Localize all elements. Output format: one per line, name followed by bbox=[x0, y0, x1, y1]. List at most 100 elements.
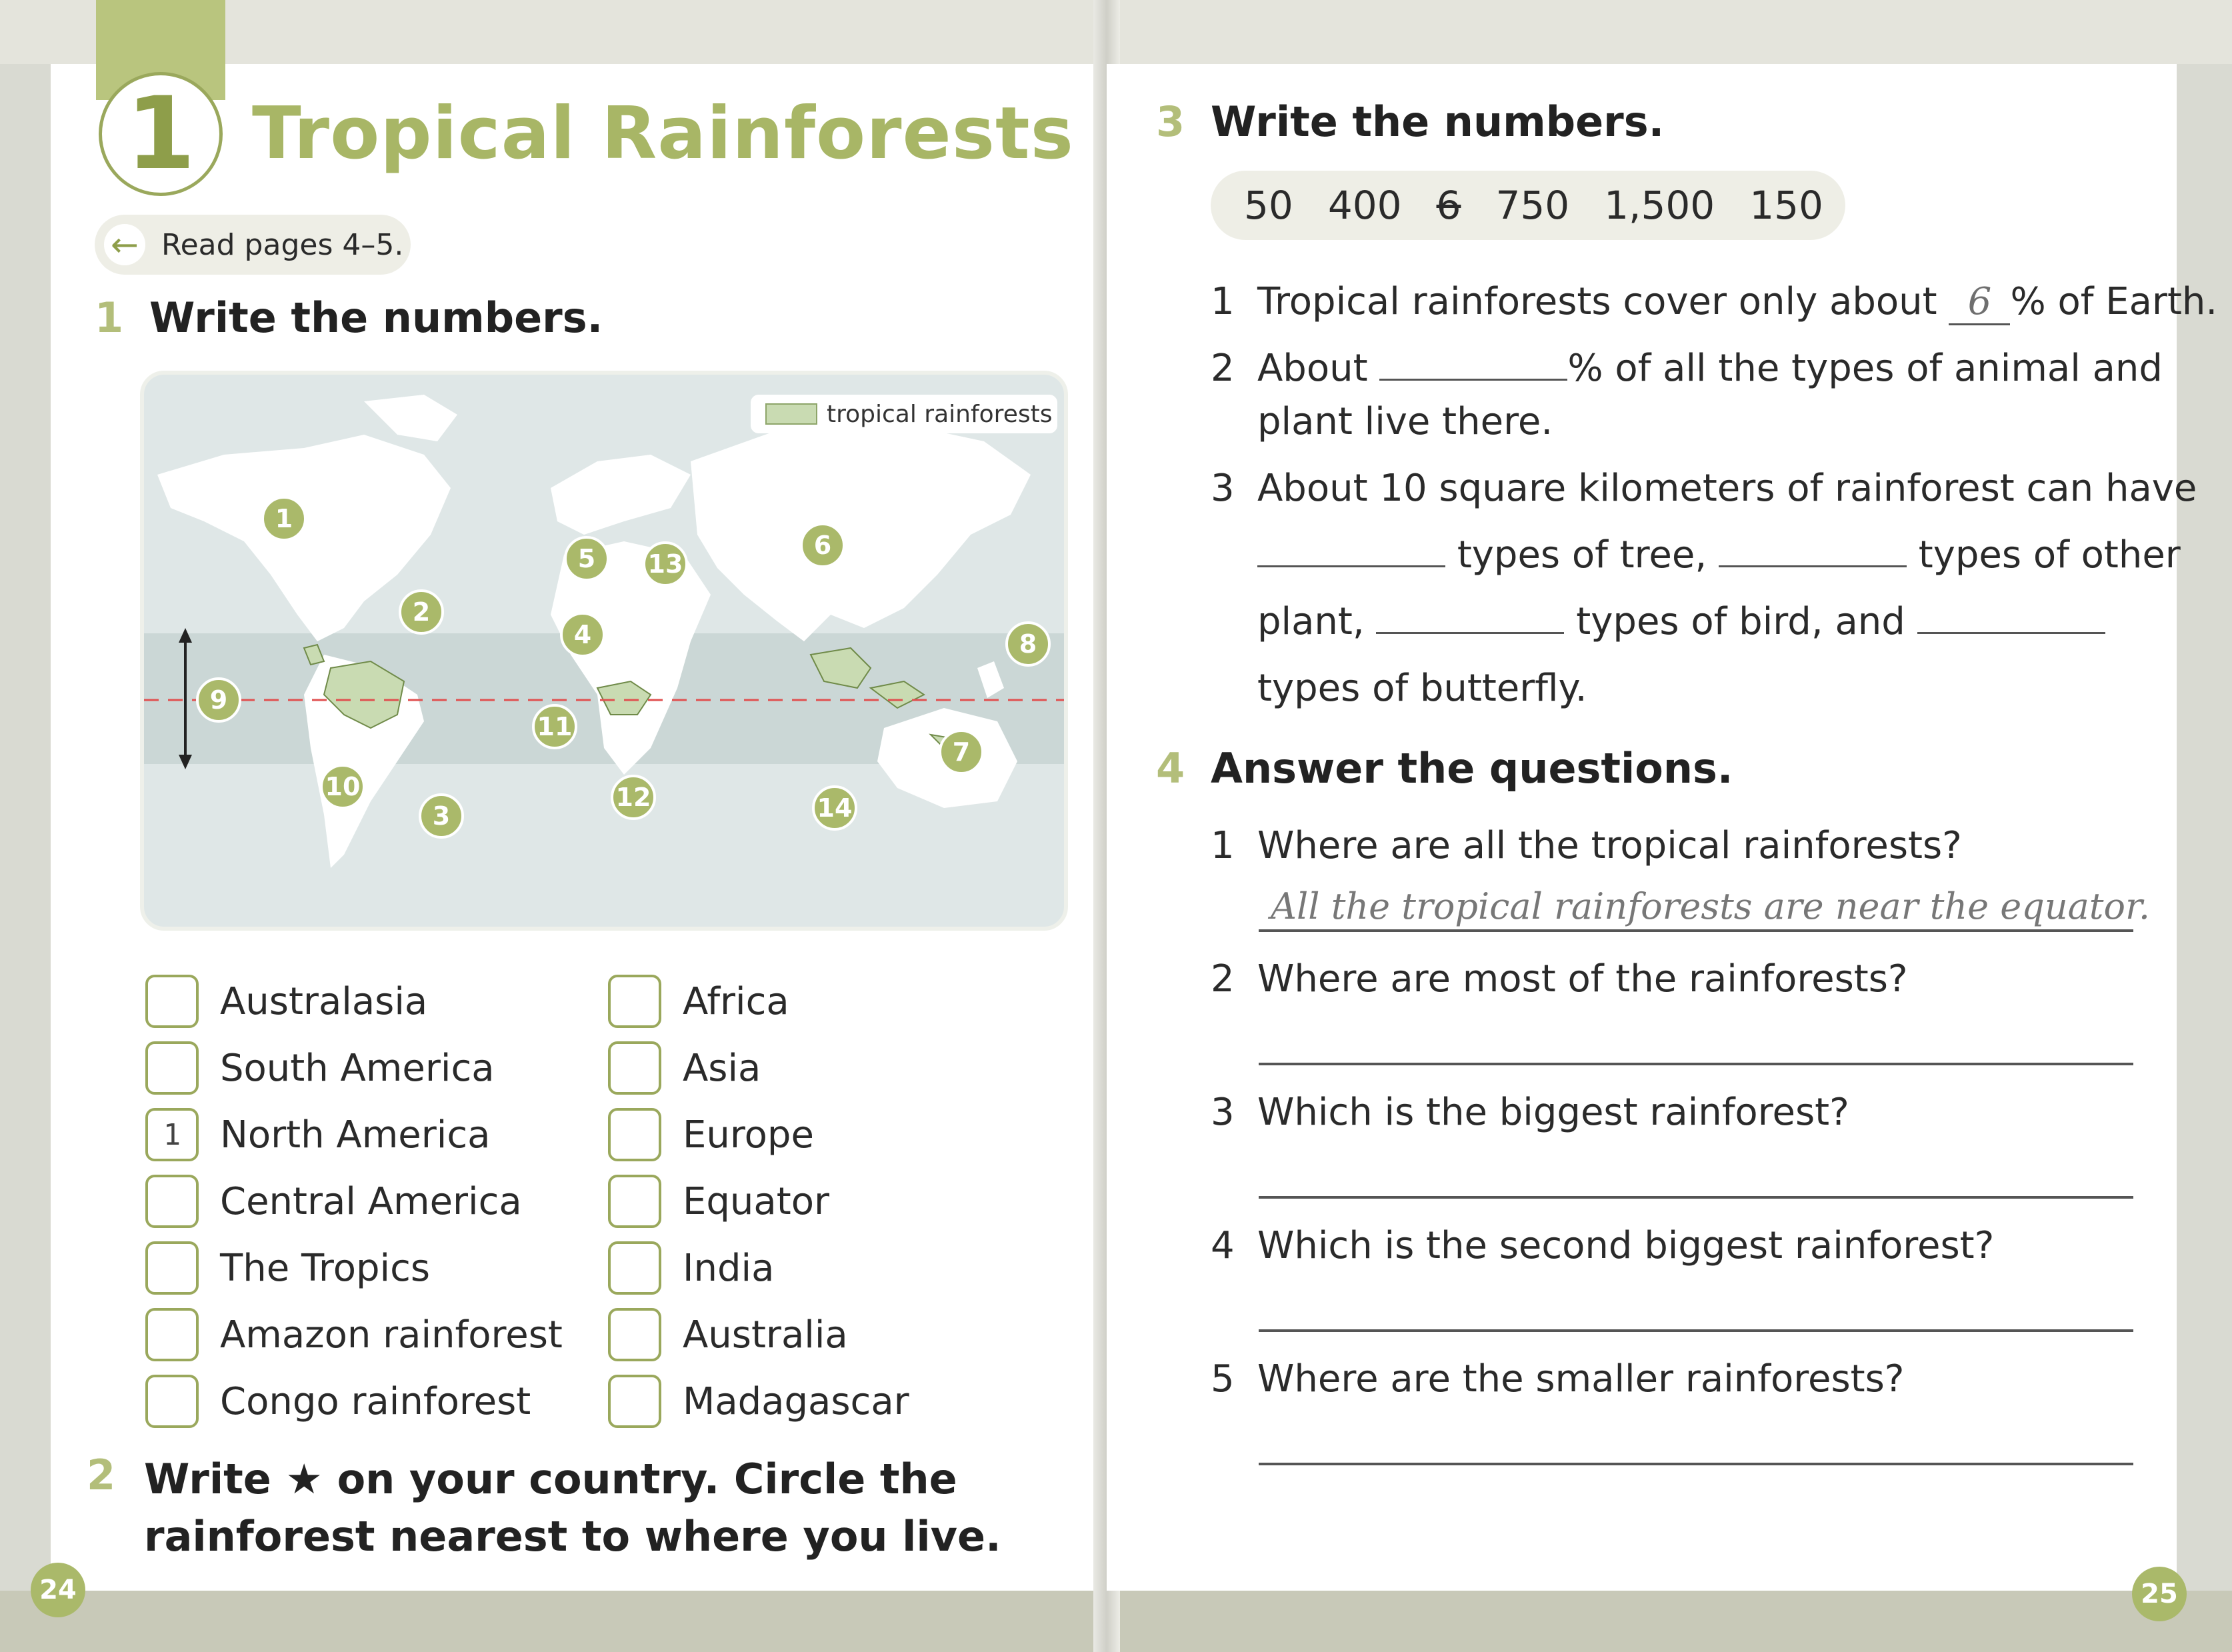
svg-text:4: 4 bbox=[574, 620, 591, 649]
map-marker-2: 2 bbox=[399, 589, 444, 635]
page-number-left: 24 bbox=[31, 1563, 85, 1617]
checklist-left-item-row: Congo rainforest bbox=[145, 1368, 563, 1435]
checklist-right-item-label: Australia bbox=[683, 1313, 848, 1357]
checklist-right-item-checkbox[interactable] bbox=[608, 1041, 661, 1095]
checklist-left-item-label: South America bbox=[220, 1046, 495, 1090]
s4-answer-text: All the tropical rainforests are near th… bbox=[1271, 885, 2151, 927]
s4-question-text: Where are all the tropical rainforests? bbox=[1257, 824, 1962, 867]
checklist-right-item-row: Equator bbox=[608, 1168, 909, 1235]
svg-text:10: 10 bbox=[325, 772, 361, 801]
s3-item-1-blank[interactable]: 6 bbox=[1949, 280, 2011, 325]
checklist-right-item-label: Africa bbox=[683, 979, 789, 1023]
svg-text:11: 11 bbox=[537, 712, 573, 741]
s4-question-text: Which is the biggest rainforest? bbox=[1257, 1091, 1849, 1134]
checklist-left-item-row: South America bbox=[145, 1035, 563, 1101]
s3-item-1-number: 1 bbox=[1211, 280, 1235, 323]
checklist-left-item-label: Australasia bbox=[220, 979, 428, 1023]
checklist-right-item-label: Equator bbox=[683, 1179, 829, 1223]
s3-item-2-blank[interactable] bbox=[1379, 375, 1568, 381]
checklist-left-item-checkbox[interactable] bbox=[145, 1308, 199, 1361]
checklist-left-item-checkbox[interactable] bbox=[145, 975, 199, 1028]
svg-text:2: 2 bbox=[413, 597, 430, 627]
s4-question-text: Where are most of the rainforests? bbox=[1257, 957, 1908, 1001]
checklist-left-item-row: Australasia bbox=[145, 968, 563, 1035]
checklist-left-item-label: The Tropics bbox=[220, 1246, 431, 1290]
section-3-title: Write the numbers. bbox=[1211, 97, 1665, 146]
s3-item-3-blank-tree[interactable] bbox=[1257, 562, 1445, 567]
checklist-right-item-checkbox[interactable] bbox=[608, 975, 661, 1028]
map-marker-11: 11 bbox=[532, 704, 577, 749]
page-number-right: 25 bbox=[2132, 1567, 2187, 1621]
map-marker-6: 6 bbox=[800, 523, 845, 568]
s3-item-2-line2: plant live there. bbox=[1257, 400, 1553, 443]
s4-answer-line[interactable] bbox=[1259, 1329, 2133, 1332]
checklist-right-item-row: India bbox=[608, 1235, 909, 1301]
checklist-left-item-checkbox[interactable] bbox=[145, 1241, 199, 1295]
checklist-right-item-checkbox[interactable] bbox=[608, 1308, 661, 1361]
s3-item-2-text: About bbox=[1257, 347, 1368, 390]
checklist-right-item-checkbox[interactable] bbox=[608, 1241, 661, 1295]
read-pages-pill: ← Read pages 4–5. bbox=[95, 215, 411, 275]
checklist-right-item-checkbox[interactable] bbox=[608, 1175, 661, 1228]
checklist-right-item-label: Madagascar bbox=[683, 1379, 909, 1423]
checklist-left: Australasia South America 1 North America Ce… bbox=[145, 968, 563, 1435]
s3-item-1-post: % of Earth. bbox=[2010, 280, 2218, 323]
checklist-left-item-checkbox[interactable]: 1 bbox=[145, 1108, 199, 1161]
s3-item-3-line4: types of butterfly. bbox=[1257, 667, 1587, 710]
checklist-left-item-checkbox[interactable] bbox=[145, 1175, 199, 1228]
checklist-right-item-label: Europe bbox=[683, 1113, 814, 1157]
checklist-right-item-checkbox[interactable] bbox=[608, 1108, 661, 1161]
s3-item-3-blank-bird[interactable] bbox=[1376, 629, 1565, 634]
section-1-number: 1 bbox=[95, 293, 124, 342]
svg-text:5: 5 bbox=[578, 544, 595, 573]
map-marker-9: 9 bbox=[196, 677, 241, 723]
checklist-right-item-row: Madagascar bbox=[608, 1368, 909, 1435]
checklist-left-item-row: The Tropics bbox=[145, 1235, 563, 1301]
right-page bbox=[1107, 64, 2177, 1591]
checklist-left-item-row: Amazon rainforest bbox=[145, 1301, 563, 1368]
svg-text:3: 3 bbox=[433, 801, 450, 831]
s4-answer-line[interactable] bbox=[1259, 1196, 2133, 1199]
checklist-left-item-label: Congo rainforest bbox=[220, 1379, 531, 1423]
s3-item-3-blank-plant[interactable] bbox=[1718, 562, 1907, 567]
s3-item-3-line3: plant, types of bird, and bbox=[1257, 600, 2105, 643]
word-bank-number: 50 bbox=[1244, 183, 1293, 228]
checklist-left-item-checkbox[interactable] bbox=[145, 1041, 199, 1095]
s3-item-1-answer: 6 bbox=[1967, 280, 1992, 323]
s3-item-3-types-other: types of other bbox=[1918, 533, 2181, 577]
checklist-left-item-row: Central America bbox=[145, 1168, 563, 1235]
map-marker-1: 1 bbox=[261, 496, 307, 541]
read-pages-text: Read pages 4–5. bbox=[161, 227, 404, 262]
s4-answer-line[interactable] bbox=[1259, 1463, 2133, 1465]
s4-question-number: 1 bbox=[1211, 824, 1235, 867]
s4-answer-line[interactable] bbox=[1259, 1063, 2133, 1065]
s4-question-text: Where are the smaller rainforests? bbox=[1257, 1357, 1905, 1401]
checklist-right: Africa Asia Europe Equator India Australia Mad… bbox=[608, 968, 909, 1435]
s3-item-3-types-tree: types of tree, bbox=[1457, 533, 1707, 577]
s4-question-number: 2 bbox=[1211, 957, 1235, 1001]
checklist-right-item-row: Africa bbox=[608, 968, 909, 1035]
world-map: 1 2 3 4 5 6 7 8 9 10 11 12 13 14 tropical rainforests bbox=[140, 371, 1068, 931]
map-marker-5: 5 bbox=[564, 536, 609, 581]
s4-answer-line[interactable] bbox=[1259, 929, 2133, 932]
word-bank-number: 1,500 bbox=[1604, 183, 1715, 228]
section-4-title: Answer the questions. bbox=[1211, 744, 1733, 793]
checklist-left-item-checkbox[interactable] bbox=[145, 1375, 199, 1428]
s4-question-number: 5 bbox=[1211, 1357, 1235, 1401]
tropics-arrow-top-icon bbox=[179, 628, 192, 643]
s3-item-3-text: About 10 square kilometers of rainforest… bbox=[1257, 467, 2197, 510]
map-marker-12: 12 bbox=[611, 775, 656, 820]
map-marker-14: 14 bbox=[812, 785, 857, 831]
map-legend: tropical rainforests bbox=[751, 395, 1057, 433]
s3-item-3-blank-butterfly[interactable] bbox=[1917, 629, 2105, 634]
checklist-left-item-row: 1 North America bbox=[145, 1101, 563, 1168]
svg-text:9: 9 bbox=[210, 685, 227, 715]
map-marker-3: 3 bbox=[419, 793, 464, 839]
tropics-arrow-bottom-icon bbox=[179, 755, 192, 769]
unit-number-badge: 1 bbox=[99, 72, 223, 196]
legend-label: tropical rainforests bbox=[827, 400, 1053, 428]
map-marker-10: 10 bbox=[320, 764, 365, 809]
checklist-right-item-checkbox[interactable] bbox=[608, 1375, 661, 1428]
